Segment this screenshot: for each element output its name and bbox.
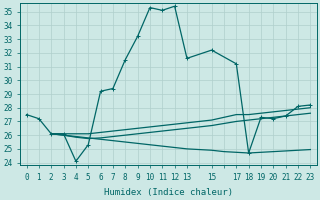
X-axis label: Humidex (Indice chaleur): Humidex (Indice chaleur) [104,188,233,197]
